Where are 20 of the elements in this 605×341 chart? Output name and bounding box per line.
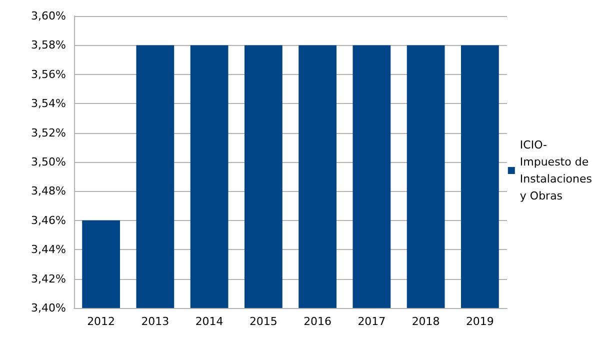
y-tick-label: 3,50% [31, 156, 66, 168]
y-tick-label: 3,48% [31, 184, 66, 198]
x-tick-label: 2014 [195, 315, 224, 328]
y-tick-label: 3,44% [31, 243, 66, 256]
x-tick-label: 2015 [249, 315, 278, 328]
y-tick-label: 3,60% [31, 10, 66, 22]
x-tick-label: 2016 [304, 315, 332, 328]
y-tick-label: 3,56% [31, 68, 66, 81]
x-tick-label: 2012 [87, 315, 116, 328]
y-tick-label: 3,42% [31, 272, 66, 286]
y-tick-label: 3,46% [31, 214, 66, 227]
x-tick-label: 2013 [141, 315, 170, 328]
x-tick-label: 2019 [466, 315, 494, 328]
y-tick-label: 3,58% [31, 38, 66, 52]
legend-label: ICIO-Impuesto de Instalaciones y Obras [520, 138, 592, 202]
x-tick-label: 2018 [412, 315, 440, 328]
y-tick-label: 3,40% [31, 302, 66, 314]
x-tick-label: 2017 [358, 315, 386, 328]
y-tick-label: 3,54% [31, 97, 66, 110]
y-tick-label: 3,52% [31, 126, 66, 140]
